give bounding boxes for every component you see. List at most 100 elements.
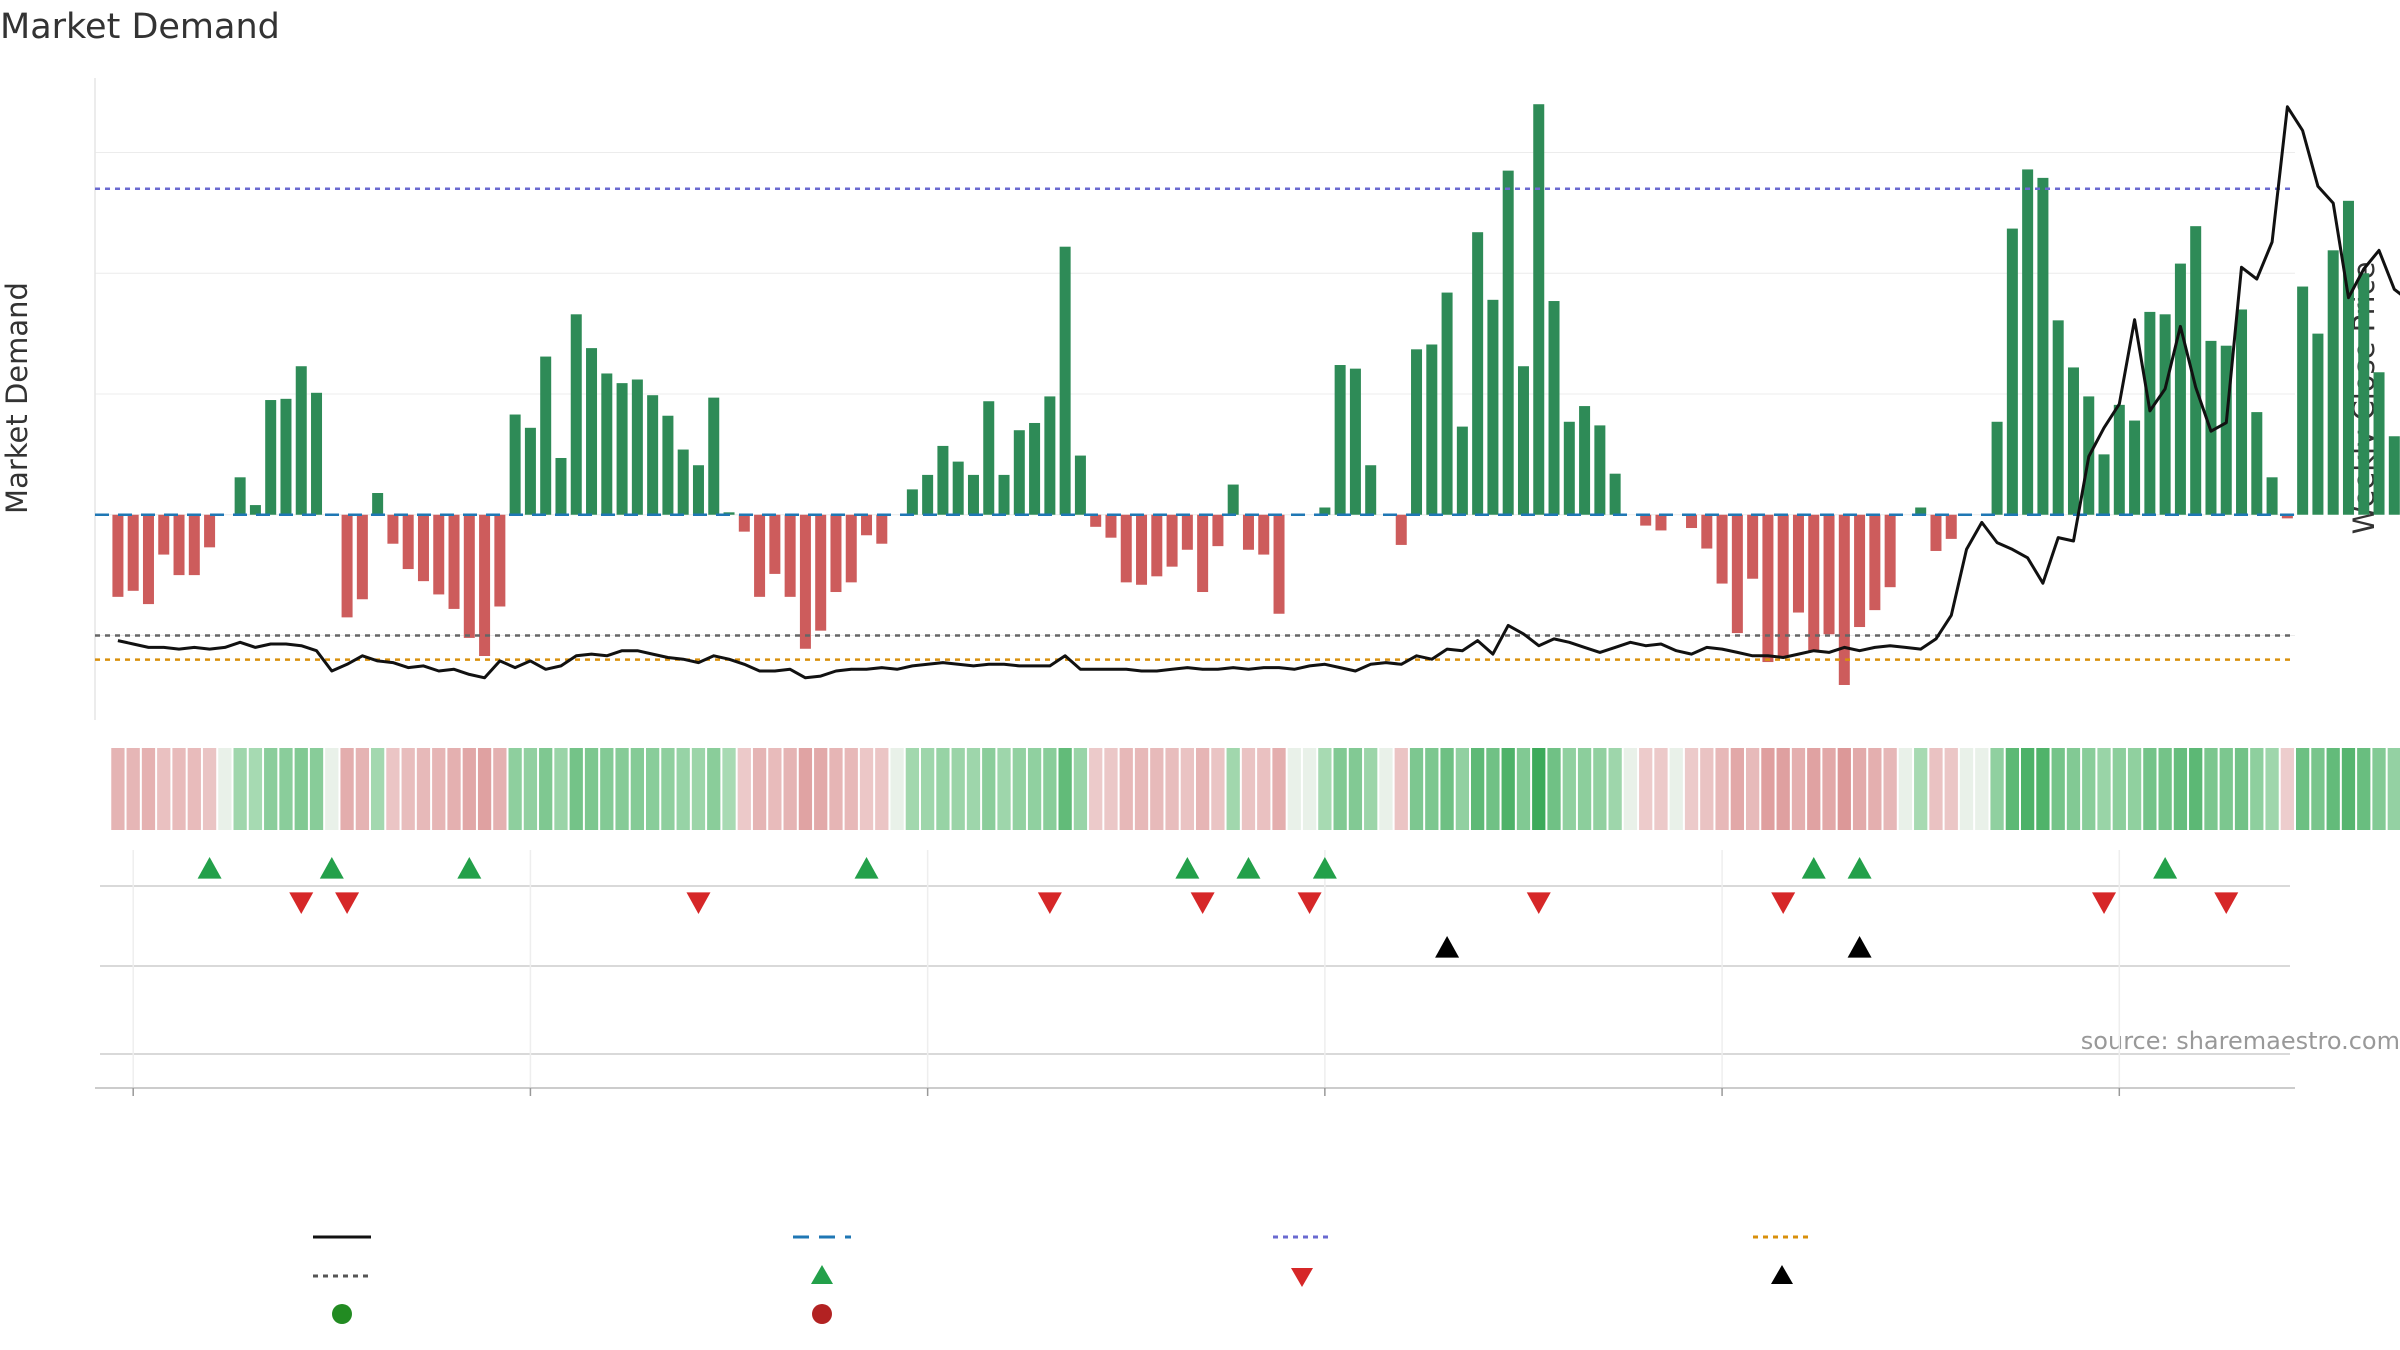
legend-item bbox=[1291, 1268, 1313, 1287]
demand-bar-positive bbox=[601, 373, 613, 515]
chart-title: Market Demand bbox=[0, 7, 280, 47]
demand-bar-positive bbox=[1441, 292, 1453, 515]
demand-bar-positive bbox=[1044, 396, 1056, 515]
flip-up-marker bbox=[1312, 857, 1337, 879]
demand-bar-negative bbox=[1395, 514, 1407, 545]
demand-heat-cell bbox=[646, 748, 660, 830]
legend-swatch-triangle-down bbox=[1291, 1268, 1313, 1287]
demand-bar-negative bbox=[433, 514, 445, 595]
demand-heat-cell bbox=[294, 748, 308, 830]
demand-bar-negative bbox=[1655, 514, 1667, 531]
demand-heat-cell bbox=[2372, 748, 2386, 830]
demand-heat-cell bbox=[1868, 748, 1882, 830]
demand-bar-negative bbox=[1792, 514, 1804, 613]
demand-bar-positive bbox=[1517, 366, 1529, 515]
demand-bar-negative bbox=[1716, 514, 1728, 584]
demand-heat-cell bbox=[2250, 748, 2264, 830]
demand-bar-negative bbox=[204, 514, 216, 548]
demand-heat-cell bbox=[1929, 748, 1943, 830]
demand-bar-positive bbox=[2006, 228, 2018, 515]
legend-item bbox=[811, 1265, 833, 1284]
demand-heat-cell bbox=[1134, 748, 1149, 830]
demand-bar-positive bbox=[1334, 365, 1346, 515]
demand-heat-cell bbox=[1746, 748, 1760, 830]
demand-heat-cell bbox=[890, 748, 904, 830]
demand-heat-cell bbox=[279, 748, 293, 830]
demand-heat-cell bbox=[111, 748, 125, 830]
demand-heat-cell bbox=[141, 748, 156, 830]
demand-heat-cell bbox=[554, 748, 568, 830]
demand-heat-cell bbox=[2036, 748, 2050, 830]
demand-bar-positive bbox=[2312, 333, 2324, 515]
demand-bar-positive bbox=[616, 383, 628, 515]
demand-heat-cell bbox=[905, 748, 919, 830]
demand-bar-positive bbox=[2052, 320, 2064, 515]
demand-bar-negative bbox=[1151, 514, 1163, 577]
demand-bar-positive bbox=[1548, 301, 1560, 515]
demand-bar-negative bbox=[2281, 514, 2293, 519]
demand-bar-negative bbox=[417, 514, 429, 582]
demand-heat-cell bbox=[951, 748, 965, 830]
price-cross-marker bbox=[1435, 936, 1460, 958]
demand-bar-positive bbox=[2327, 250, 2339, 515]
demand-heat-cell bbox=[1165, 748, 1179, 830]
legend-swatch-dot bbox=[332, 1304, 352, 1324]
demand-bar-positive bbox=[1609, 473, 1621, 515]
demand-heat-cell bbox=[1501, 748, 1515, 830]
legend-item bbox=[1771, 1265, 1793, 1284]
demand-bar-negative bbox=[1120, 514, 1132, 583]
demand-bar-negative bbox=[1808, 514, 1820, 652]
demand-heat-cell bbox=[982, 748, 996, 830]
demand-bar-negative bbox=[112, 514, 124, 597]
demand-heat-cell bbox=[1119, 748, 1133, 830]
demand-heat-cell bbox=[1623, 748, 1638, 830]
demand-bar-positive bbox=[2388, 436, 2400, 515]
demand-heat-cell bbox=[1837, 748, 1851, 830]
demand-bar-positive bbox=[555, 457, 567, 515]
demand-bar-negative bbox=[341, 514, 353, 618]
demand-bar-negative bbox=[1197, 514, 1209, 593]
demand-bar-positive bbox=[937, 445, 949, 515]
demand-bar-negative bbox=[1686, 514, 1698, 529]
demand-heat-cell bbox=[1073, 748, 1088, 830]
demand-bar-negative bbox=[1212, 514, 1224, 547]
demand-bar-positive bbox=[2159, 314, 2171, 515]
demand-heat-cell bbox=[2280, 748, 2294, 830]
demand-bar-negative bbox=[1747, 514, 1759, 579]
demand-bar-positive bbox=[2342, 200, 2354, 515]
demand-bar-negative bbox=[1945, 514, 1957, 539]
demand-heat-cell bbox=[1302, 748, 1317, 830]
demand-heat-cell bbox=[1471, 748, 1485, 830]
demand-bar-positive bbox=[265, 400, 277, 515]
y-axis-label: Market Demand bbox=[0, 282, 34, 514]
demand-bar-positive bbox=[1991, 421, 2003, 515]
demand-heat-cell bbox=[309, 748, 324, 830]
demand-heat-cell bbox=[1730, 748, 1744, 830]
demand-heat-cell bbox=[2265, 748, 2279, 830]
flip-up-marker bbox=[1236, 857, 1261, 879]
flip-down-marker bbox=[686, 892, 711, 914]
demand-heat-cell bbox=[1608, 748, 1622, 830]
demand-heat-cell bbox=[844, 748, 858, 830]
demand-bar-positive bbox=[2297, 286, 2309, 515]
demand-bar-positive bbox=[2266, 477, 2278, 515]
demand-heat-cell bbox=[126, 748, 140, 830]
demand-bar-positive bbox=[524, 427, 536, 515]
demand-bar-negative bbox=[1823, 514, 1835, 635]
demand-bar-negative bbox=[356, 514, 368, 600]
demand-heat-cell bbox=[1577, 748, 1592, 830]
demand-bar-positive bbox=[983, 401, 995, 515]
demand-heat-cell bbox=[2066, 748, 2081, 830]
demand-bar-negative bbox=[1105, 514, 1117, 538]
demand-heat-cell bbox=[707, 748, 721, 830]
flip-down-marker bbox=[1190, 892, 1215, 914]
demand-heat-cell bbox=[2204, 748, 2218, 830]
demand-bar-negative bbox=[815, 514, 827, 631]
demand-heat-cell bbox=[1364, 748, 1378, 830]
demand-bar-positive bbox=[2113, 404, 2125, 515]
demand-heat-cell bbox=[1562, 748, 1576, 830]
demand-heat-cell bbox=[737, 748, 751, 830]
legend-item bbox=[332, 1304, 352, 1324]
demand-bar-positive bbox=[998, 474, 1010, 515]
demand-bar-positive bbox=[1579, 406, 1591, 515]
